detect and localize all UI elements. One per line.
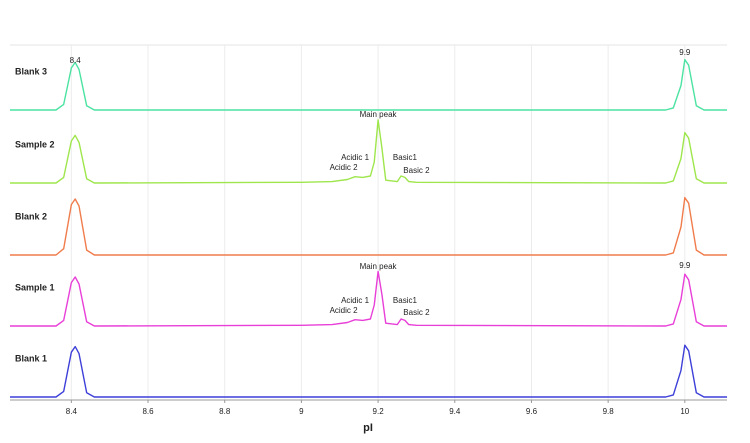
- x-tick-label: 9.4: [449, 407, 461, 416]
- x-tick-label: 8.8: [219, 407, 231, 416]
- legend-label: Sample 1: [15, 282, 55, 292]
- annotation: 9.9: [679, 261, 691, 270]
- annotation: 9.9: [679, 48, 691, 57]
- x-tick-label: 8.6: [142, 407, 154, 416]
- trace: [10, 270, 727, 327]
- trace: [10, 58, 727, 111]
- annotation: Basic 2: [403, 166, 430, 175]
- legend-label: Blank 2: [15, 211, 47, 221]
- x-tick-label: 9.8: [603, 407, 615, 416]
- x-axis-title: pI: [363, 422, 373, 434]
- x-tick-label: 9.6: [526, 407, 538, 416]
- annotation: Acidic 1: [341, 153, 370, 162]
- annotation: Acidic 1: [341, 296, 370, 305]
- annotation: Basic 2: [403, 308, 430, 317]
- annotation: Basic1: [393, 153, 418, 162]
- legend-label: Blank 1: [15, 353, 47, 363]
- legend-label: Sample 2: [15, 139, 55, 149]
- x-tick-label: 8.4: [66, 407, 78, 416]
- trace: [10, 344, 727, 398]
- annotation: Main peak: [360, 262, 398, 271]
- annotation: Basic1: [393, 296, 418, 305]
- annotation: Main peak: [360, 110, 398, 119]
- x-tick-label: 9.2: [373, 407, 385, 416]
- legend-label: Blank 3: [15, 66, 47, 76]
- x-tick-label: 9: [299, 407, 304, 416]
- annotation: 8.4: [70, 56, 82, 65]
- trace: [10, 196, 727, 256]
- x-tick-label: 10: [680, 407, 689, 416]
- trace: [10, 119, 727, 184]
- annotation: Acidic 2: [330, 163, 359, 172]
- annotation: Acidic 2: [330, 306, 359, 315]
